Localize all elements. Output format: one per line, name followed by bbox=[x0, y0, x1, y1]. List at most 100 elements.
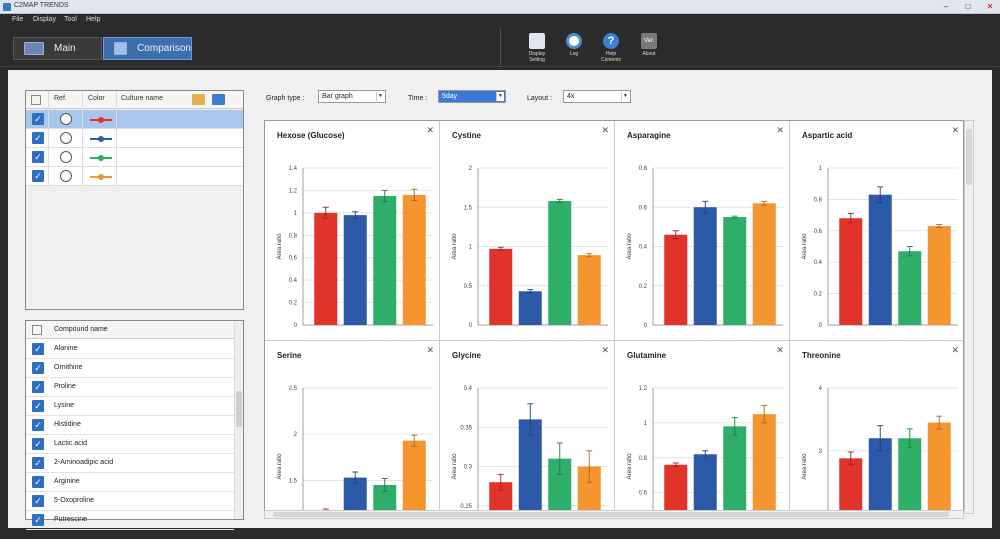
chart-bar[interactable] bbox=[489, 482, 513, 514]
help-contents-button[interactable]: ? Help Contents bbox=[596, 33, 626, 63]
chart-bar[interactable] bbox=[402, 440, 426, 514]
reference-radio[interactable] bbox=[60, 113, 72, 125]
log-button[interactable]: Log bbox=[559, 33, 589, 57]
select-all-icon[interactable] bbox=[32, 325, 42, 335]
chart-bar[interactable] bbox=[752, 414, 776, 514]
scroll-thumb[interactable] bbox=[966, 129, 972, 185]
reference-radio[interactable] bbox=[60, 170, 72, 182]
close-icon[interactable]: ✕ bbox=[776, 345, 784, 355]
chart-bar[interactable] bbox=[518, 419, 542, 514]
close-icon[interactable]: ✕ bbox=[951, 345, 959, 355]
compound-row[interactable]: ✓ Arginine bbox=[26, 473, 234, 492]
maximize-button[interactable]: □ bbox=[965, 2, 971, 11]
reference-radio[interactable] bbox=[60, 151, 72, 163]
close-icon[interactable]: ✕ bbox=[951, 125, 959, 135]
close-icon[interactable]: ✕ bbox=[426, 345, 434, 355]
chart-bar[interactable] bbox=[548, 458, 572, 514]
close-icon[interactable]: ✕ bbox=[601, 125, 609, 135]
chart-bar[interactable] bbox=[898, 438, 922, 514]
import-icon[interactable] bbox=[212, 94, 225, 105]
chart-bar[interactable] bbox=[314, 212, 338, 325]
culture-checkbox[interactable]: ✓ bbox=[32, 113, 44, 125]
compound-checkbox[interactable]: ✓ bbox=[32, 457, 44, 469]
about-button[interactable]: Ver. About bbox=[634, 33, 664, 57]
compound-checkbox[interactable]: ✓ bbox=[32, 514, 44, 526]
chart-bar[interactable] bbox=[577, 466, 601, 515]
compound-row[interactable]: ✓ Lactic acid bbox=[26, 435, 234, 454]
compound-row[interactable]: ✓ Ornithine bbox=[26, 359, 234, 378]
main-tab-button[interactable]: Main bbox=[13, 37, 102, 60]
comparison-tab-button[interactable]: Comparison bbox=[103, 37, 192, 60]
graph-vertical-scrollbar[interactable] bbox=[964, 120, 974, 514]
chart-bar[interactable] bbox=[693, 207, 717, 325]
display-setting-button[interactable]: Display Setting bbox=[522, 33, 552, 63]
chart-bar[interactable] bbox=[839, 458, 863, 514]
compound-row[interactable]: ✓ 5-Oxoproline bbox=[26, 492, 234, 511]
compound-row[interactable]: ✓ Histidine bbox=[26, 416, 234, 435]
chart-bar[interactable] bbox=[577, 255, 601, 325]
layout-select[interactable]: 4x ▼ bbox=[563, 90, 631, 103]
culture-color-swatch[interactable] bbox=[90, 117, 112, 123]
culture-checkbox[interactable]: ✓ bbox=[32, 132, 44, 144]
chart-bar[interactable] bbox=[898, 251, 922, 325]
chart-bar[interactable] bbox=[664, 234, 688, 325]
menu-file[interactable]: File bbox=[12, 16, 24, 23]
chart-bar[interactable] bbox=[927, 422, 951, 514]
culture-checkbox[interactable]: ✓ bbox=[32, 151, 44, 163]
culture-row[interactable]: ✓ bbox=[26, 129, 243, 148]
chart-bar[interactable] bbox=[868, 194, 892, 325]
chart-bar[interactable] bbox=[489, 248, 513, 325]
close-icon[interactable]: ✕ bbox=[601, 345, 609, 355]
culture-color-swatch[interactable] bbox=[90, 136, 112, 142]
minimize-button[interactable]: – bbox=[943, 2, 949, 11]
close-window-button[interactable]: ✕ bbox=[986, 2, 994, 11]
chart-bar[interactable] bbox=[343, 215, 367, 325]
compound-row[interactable]: ✓ Proline bbox=[26, 378, 234, 397]
chart-bar[interactable] bbox=[693, 454, 717, 514]
chart-bar[interactable] bbox=[343, 477, 367, 514]
compound-checkbox[interactable]: ✓ bbox=[32, 438, 44, 450]
culture-row[interactable]: ✓ bbox=[26, 110, 243, 129]
chart-bar[interactable] bbox=[664, 464, 688, 514]
scroll-thumb[interactable] bbox=[273, 512, 949, 517]
chart-bar[interactable] bbox=[548, 200, 572, 325]
folder-icon[interactable] bbox=[192, 94, 205, 105]
compound-checkbox[interactable]: ✓ bbox=[32, 362, 44, 374]
reference-radio[interactable] bbox=[60, 132, 72, 144]
compound-checkbox[interactable]: ✓ bbox=[32, 381, 44, 393]
culture-row[interactable]: ✓ bbox=[26, 167, 243, 186]
select-all-icon[interactable] bbox=[31, 95, 41, 105]
culture-color-swatch[interactable] bbox=[90, 174, 112, 180]
compound-checkbox[interactable]: ✓ bbox=[32, 343, 44, 355]
chart-bar[interactable] bbox=[927, 226, 951, 325]
graph-type-select[interactable]: Bar graph ▼ bbox=[318, 90, 386, 103]
menu-help[interactable]: Help bbox=[86, 16, 101, 23]
chart-bar[interactable] bbox=[373, 196, 397, 325]
chart-bar[interactable] bbox=[752, 203, 776, 325]
culture-row[interactable]: ✓ bbox=[26, 148, 243, 167]
compound-checkbox[interactable]: ✓ bbox=[32, 400, 44, 412]
chart-bar[interactable] bbox=[402, 194, 426, 325]
chart-bar[interactable] bbox=[839, 218, 863, 325]
chart-bar[interactable] bbox=[518, 291, 542, 325]
compound-row[interactable]: ✓ 2-Aminoadipic acid bbox=[26, 454, 234, 473]
scroll-thumb[interactable] bbox=[236, 391, 242, 427]
menu-tool[interactable]: Tool bbox=[64, 16, 77, 23]
compound-row[interactable]: ✓ Lysine bbox=[26, 397, 234, 416]
compound-checkbox[interactable]: ✓ bbox=[32, 495, 44, 507]
chart-bar[interactable] bbox=[723, 217, 747, 325]
close-icon[interactable]: ✕ bbox=[776, 125, 784, 135]
compound-row[interactable]: ✓ Alanine bbox=[26, 340, 234, 359]
culture-color-swatch[interactable] bbox=[90, 155, 112, 161]
time-select[interactable]: 5day ▼ bbox=[438, 90, 506, 103]
compound-checkbox[interactable]: ✓ bbox=[32, 419, 44, 431]
compound-scrollbar[interactable] bbox=[234, 321, 243, 519]
chart-bar[interactable] bbox=[723, 426, 747, 514]
menu-display[interactable]: Display bbox=[33, 16, 56, 23]
compound-row[interactable]: ✓ Putrescine bbox=[26, 511, 234, 530]
close-icon[interactable]: ✕ bbox=[426, 125, 434, 135]
chart-bar[interactable] bbox=[868, 438, 892, 514]
graph-horizontal-scrollbar[interactable] bbox=[264, 510, 964, 519]
chart-bar[interactable] bbox=[373, 484, 397, 514]
compound-checkbox[interactable]: ✓ bbox=[32, 476, 44, 488]
